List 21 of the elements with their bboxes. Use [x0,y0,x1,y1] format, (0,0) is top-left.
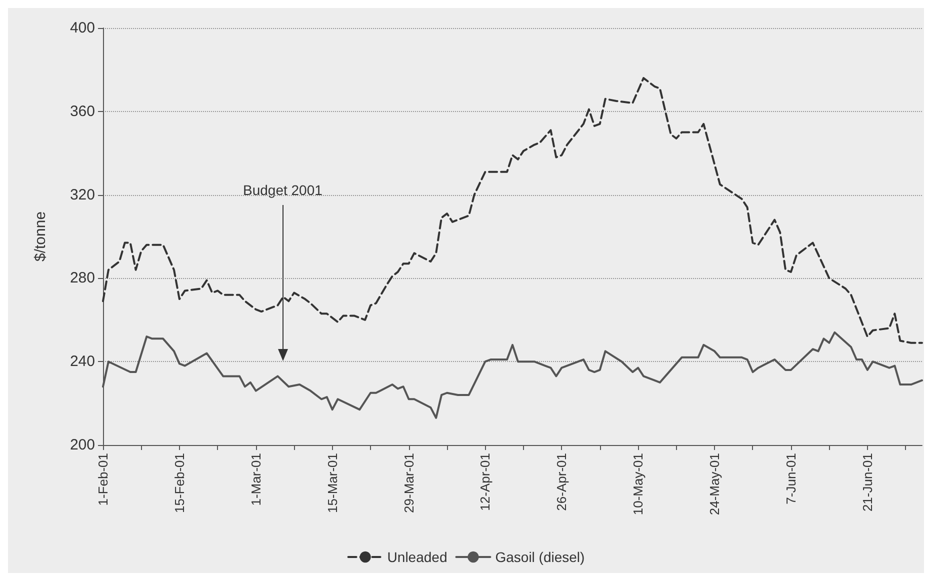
x-tick-label: 15-Mar-01 [324,453,340,513]
y-tick-label: 240 [70,353,95,370]
x-tick-label: 1-Feb-01 [96,453,110,506]
x-tick-label: 15-Feb-01 [172,453,187,513]
x-tick-label: 26-Apr-01 [554,453,570,511]
annotation: Budget 2001 [243,182,323,198]
x-tick-label: 1-Mar-01 [248,453,264,506]
y-tick-label: 200 [70,436,95,454]
x-tick-label: 24-May-01 [707,453,722,516]
y-tick-label: 360 [70,102,95,120]
legend-label: Gasoil (diesel) [495,549,585,565]
y-tick-label: 320 [70,186,95,204]
y-tick-label: 400 [70,20,95,36]
x-tick-label: 10-May-01 [630,453,646,516]
x-tick-label: 29-Mar-01 [401,453,416,513]
y-tick-label: 280 [70,270,95,287]
legend-label: Unleaded [387,549,448,565]
x-tick-label: 7-Jun-01 [783,453,798,504]
y-axis-title: $/tonne [32,211,49,262]
x-tick-label: 21-Jun-01 [860,453,875,512]
x-tick-label: 12-Apr-01 [478,453,493,511]
